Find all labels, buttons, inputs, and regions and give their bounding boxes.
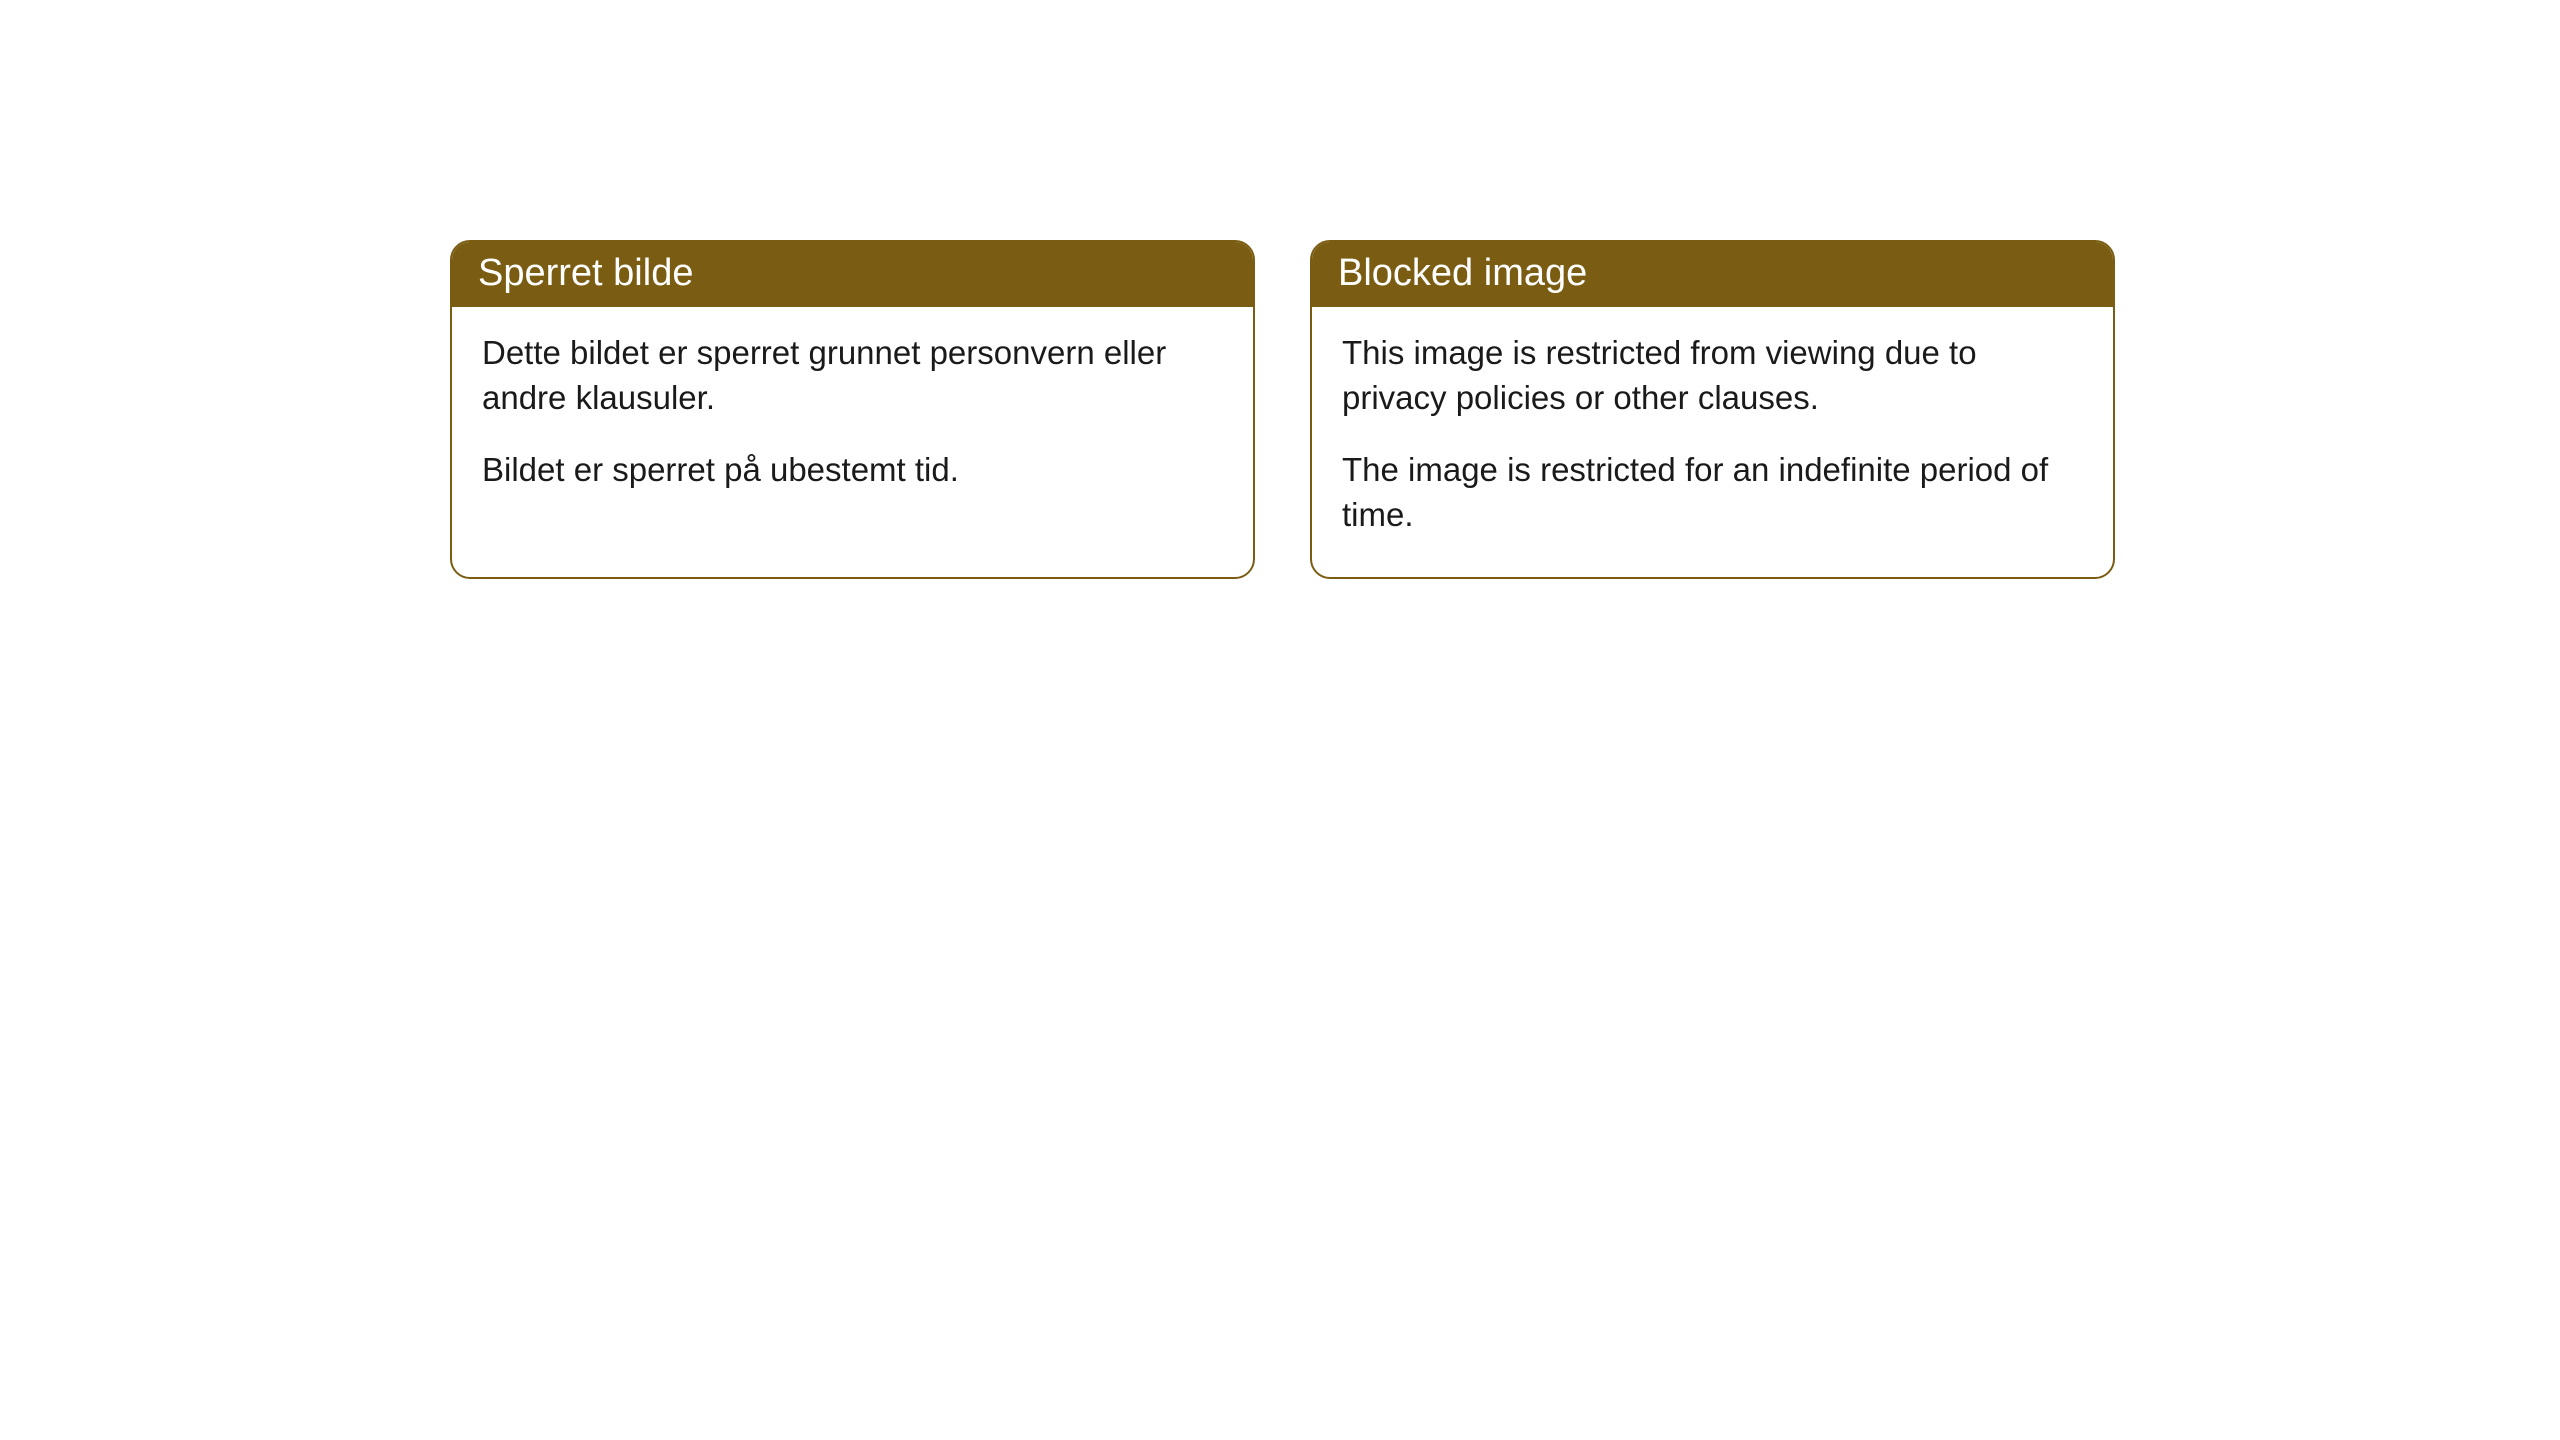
card-paragraph-2: The image is restricted for an indefinit…	[1342, 448, 2083, 537]
card-paragraph-1: This image is restricted from viewing du…	[1342, 331, 2083, 420]
notice-card-english: Blocked image This image is restricted f…	[1310, 240, 2115, 579]
card-body-norwegian: Dette bildet er sperret grunnet personve…	[452, 307, 1253, 533]
card-body-english: This image is restricted from viewing du…	[1312, 307, 2113, 577]
card-paragraph-2: Bildet er sperret på ubestemt tid.	[482, 448, 1223, 493]
notice-card-norwegian: Sperret bilde Dette bildet er sperret gr…	[450, 240, 1255, 579]
notice-cards-container: Sperret bilde Dette bildet er sperret gr…	[450, 240, 2115, 579]
card-paragraph-1: Dette bildet er sperret grunnet personve…	[482, 331, 1223, 420]
card-header-english: Blocked image	[1312, 242, 2113, 307]
card-header-norwegian: Sperret bilde	[452, 242, 1253, 307]
